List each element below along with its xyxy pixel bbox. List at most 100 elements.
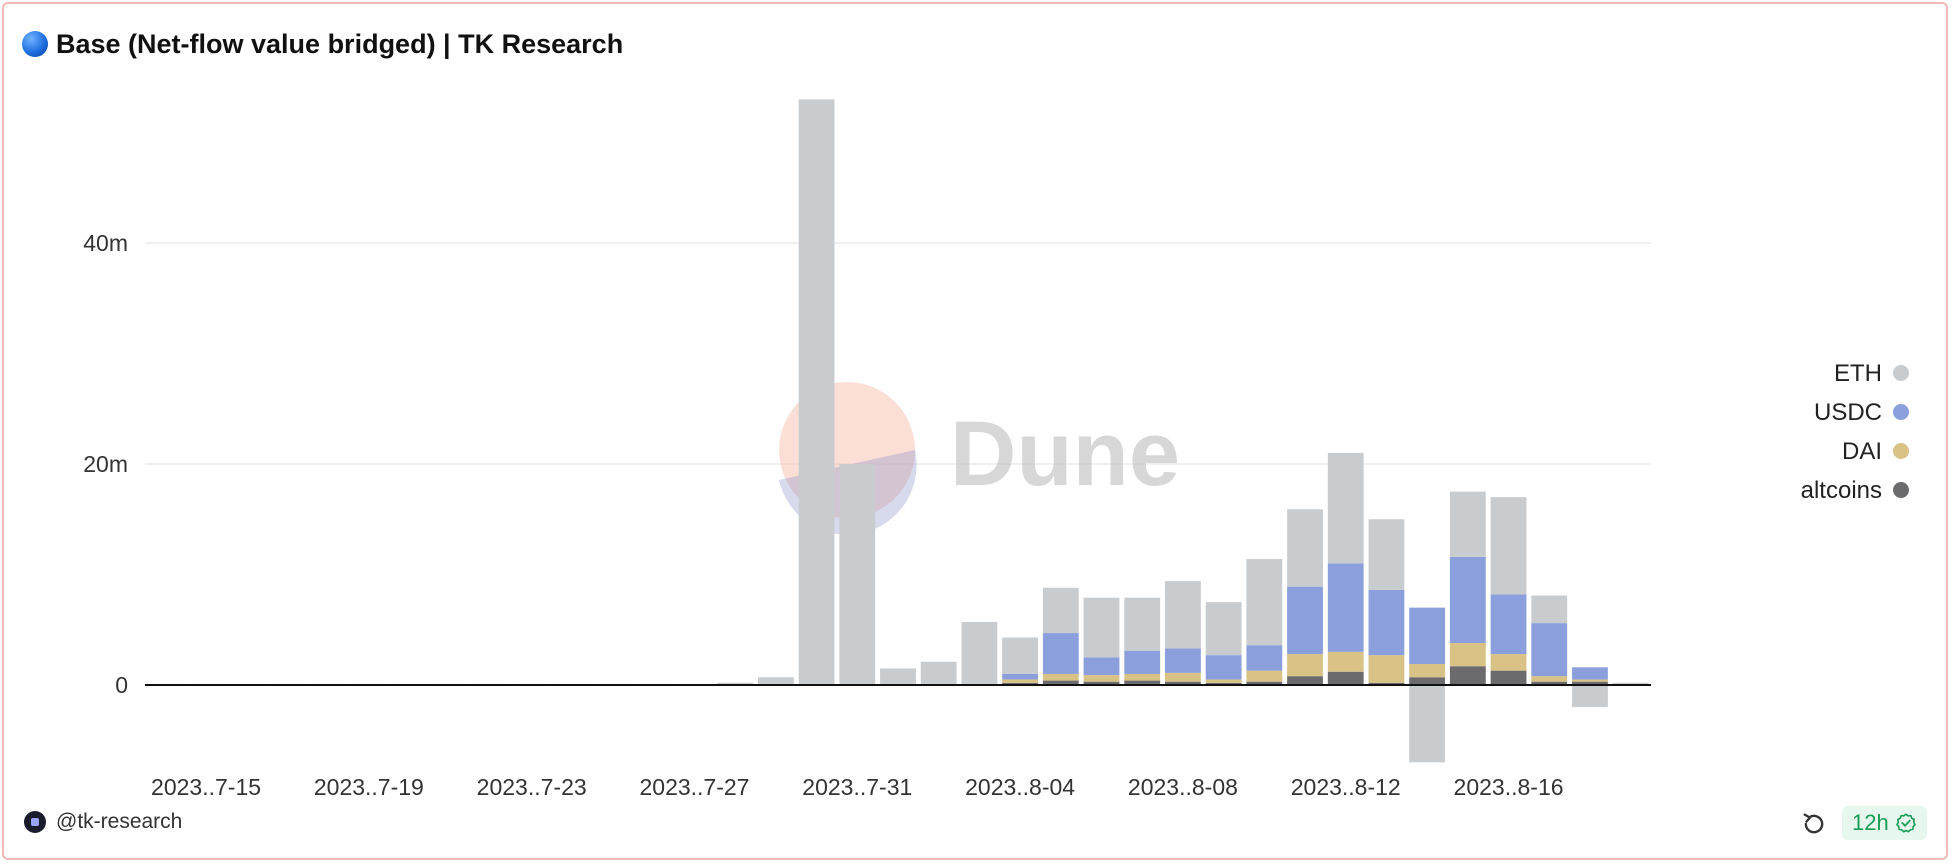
bar-segment-dai[interactable] xyxy=(1205,679,1242,683)
bar-segment-altcoins[interactable] xyxy=(1368,682,1405,685)
bar-segment-eth[interactable] xyxy=(1287,509,1323,587)
bar-segment-dai[interactable] xyxy=(1449,643,1486,667)
check-circle-icon xyxy=(1895,813,1916,833)
bar-segment-eth[interactable] xyxy=(839,464,876,685)
bar-segment-eth[interactable] xyxy=(1327,452,1364,564)
bar-segment-eth[interactable] xyxy=(920,661,957,685)
legend-label: ETH xyxy=(1834,360,1882,387)
bar-segment-eth[interactable] xyxy=(798,99,835,686)
bar-segment-dai[interactable] xyxy=(1287,654,1323,677)
bar-segment-usdc[interactable] xyxy=(1572,667,1608,680)
bar-segment-altcoins[interactable] xyxy=(1287,676,1323,685)
x-tick-label: 2023..7-15 xyxy=(151,774,261,800)
bar-segment-eth[interactable] xyxy=(1572,685,1608,708)
bar-segment-usdc[interactable] xyxy=(1409,607,1446,665)
bar-segment-eth[interactable] xyxy=(757,677,794,685)
legend-label: altcoins xyxy=(1801,477,1882,504)
bar-segment-usdc[interactable] xyxy=(1449,556,1486,644)
author-name: @tk-research xyxy=(56,810,183,833)
bar-segment-eth[interactable] xyxy=(717,682,754,685)
bar-segment-usdc[interactable] xyxy=(1083,657,1120,676)
legend-label: DAI xyxy=(1842,438,1882,465)
bar-segment-dai[interactable] xyxy=(1002,679,1039,683)
bar-segment-dai[interactable] xyxy=(1409,664,1446,678)
bar-segment-eth[interactable] xyxy=(880,668,916,685)
bar-segment-dai[interactable] xyxy=(1531,676,1568,682)
bar-segment-altcoins[interactable] xyxy=(1531,681,1568,685)
x-axis: 2023..7-15 2023..7-19 2023..7-23 2023..7-27… xyxy=(145,684,1651,800)
bar-segment-usdc[interactable] xyxy=(1368,589,1405,656)
bar-segment-dai[interactable] xyxy=(1165,672,1201,682)
bar-segment-dai[interactable] xyxy=(1490,654,1527,671)
x-tick-label: 2023..8-04 xyxy=(965,774,1075,800)
bar-segment-dai[interactable] xyxy=(1124,673,1161,681)
freshness-badge[interactable]: 12h xyxy=(1842,806,1927,840)
bar-segment-eth[interactable] xyxy=(1083,597,1120,658)
bar-segment-usdc[interactable] xyxy=(1002,673,1039,680)
bar-segment-eth[interactable] xyxy=(1531,595,1568,624)
y-axis: 0 20m 40m xyxy=(83,230,128,698)
bar-segment-altcoins[interactable] xyxy=(1083,681,1120,685)
bar-segment-usdc[interactable] xyxy=(1246,645,1283,671)
x-tick-label: 2023..8-16 xyxy=(1454,774,1564,800)
bar-segment-usdc[interactable] xyxy=(1490,594,1527,655)
bar-segment-altcoins[interactable] xyxy=(1490,670,1527,685)
bar-segment-eth[interactable] xyxy=(1368,519,1405,590)
legend-item-altcoins[interactable]: altcoins xyxy=(1801,477,1909,504)
author-avatar xyxy=(24,811,46,833)
legend: ETH USDC DAI altcoins xyxy=(1801,360,1909,504)
bar-segment-eth[interactable] xyxy=(961,622,998,685)
bar-segment-dai[interactable] xyxy=(1368,655,1405,683)
bar-segment-altcoins[interactable] xyxy=(1124,680,1161,685)
legend-item-eth[interactable]: ETH xyxy=(1834,360,1909,387)
legend-item-dai[interactable]: DAI xyxy=(1842,438,1909,465)
bar-segment-usdc[interactable] xyxy=(1327,563,1364,652)
bar-segment-altcoins[interactable] xyxy=(1409,677,1446,685)
x-tick-label: 2023..7-31 xyxy=(802,774,912,800)
bar-segment-usdc[interactable] xyxy=(1205,655,1242,680)
bar-segment-altcoins[interactable] xyxy=(1165,681,1201,685)
bar-segment-usdc[interactable] xyxy=(1042,633,1079,674)
bar-segment-eth[interactable] xyxy=(1490,497,1527,595)
bar-segment-eth[interactable] xyxy=(1449,491,1486,557)
bar-segment-usdc[interactable] xyxy=(1124,650,1161,674)
bar-segment-altcoins[interactable] xyxy=(1002,682,1039,685)
bar-segment-eth[interactable] xyxy=(1124,597,1161,651)
bar-segment-eth[interactable] xyxy=(1042,587,1079,634)
bar-segment-altcoins[interactable] xyxy=(1205,682,1242,685)
legend-swatch xyxy=(1893,404,1909,420)
legend-swatch xyxy=(1893,482,1909,498)
bar-segment-altcoins[interactable] xyxy=(1572,681,1608,685)
dune-watermark: Dune xyxy=(779,382,1180,535)
bar-segment-eth[interactable] xyxy=(1409,685,1446,763)
bar-segment-dai[interactable] xyxy=(1042,673,1079,681)
bar-segment-usdc[interactable] xyxy=(1531,623,1568,677)
y-tick-label: 0 xyxy=(115,672,128,698)
bar-segment-eth[interactable] xyxy=(1002,637,1039,674)
bar-segment-usdc[interactable] xyxy=(1165,648,1201,673)
x-tick-label: 2023..8-08 xyxy=(1128,774,1238,800)
bar-segment-dai[interactable] xyxy=(1327,651,1364,672)
refresh-icon[interactable] xyxy=(1800,810,1828,838)
bar-segment-eth[interactable] xyxy=(1165,581,1201,649)
author-link[interactable]: @tk-research xyxy=(24,810,182,834)
bar-segment-altcoins[interactable] xyxy=(1042,680,1079,685)
bar-segment-eth[interactable] xyxy=(1246,559,1283,646)
blue-circle-icon xyxy=(22,31,48,57)
bar-segment-altcoins[interactable] xyxy=(1449,666,1486,685)
bar-segment-dai[interactable] xyxy=(1572,679,1608,682)
y-tick-label: 20m xyxy=(83,451,128,477)
bar-segment-dai[interactable] xyxy=(1083,675,1120,682)
bar-segment-eth[interactable] xyxy=(1205,602,1242,656)
bar-segment-eth[interactable] xyxy=(1612,682,1649,684)
watermark-text: Dune xyxy=(950,403,1180,505)
legend-item-usdc[interactable]: USDC xyxy=(1814,399,1909,426)
bar-segment-usdc[interactable] xyxy=(1287,586,1323,655)
chart-title[interactable]: Base (Net-flow value bridged) | TK Resea… xyxy=(56,28,624,59)
bar-segment-altcoins[interactable] xyxy=(1246,681,1283,685)
legend-swatch xyxy=(1893,365,1909,381)
bar-segment-altcoins[interactable] xyxy=(1327,671,1364,685)
legend-swatch xyxy=(1893,443,1909,459)
bar-segment-dai[interactable] xyxy=(1246,670,1283,682)
